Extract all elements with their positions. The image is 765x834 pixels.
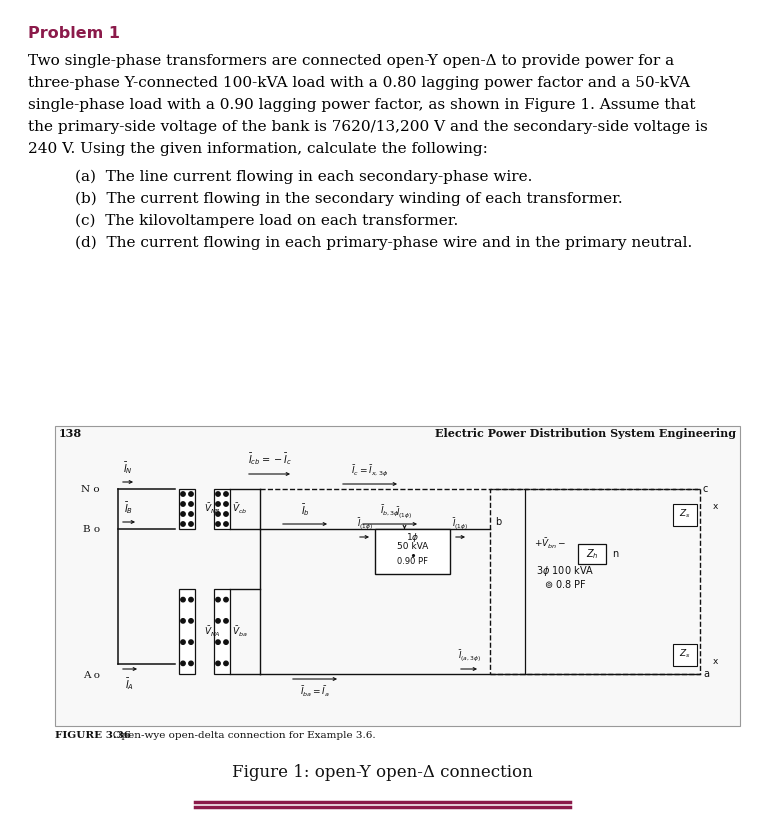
- Text: $\bar{V}_{NA}$: $\bar{V}_{NA}$: [204, 625, 221, 639]
- Circle shape: [189, 522, 194, 526]
- Text: $\bar{I}_{(1\phi)}$: $\bar{I}_{(1\phi)}$: [452, 516, 468, 531]
- Text: $\bar{V}_{NB}$: $\bar{V}_{NB}$: [204, 502, 221, 516]
- Circle shape: [216, 661, 220, 666]
- Text: Open-wye open-delta connection for Example 3.6.: Open-wye open-delta connection for Examp…: [103, 731, 376, 740]
- Bar: [673, 504, 697, 526]
- Text: 138: 138: [59, 428, 82, 439]
- Bar: [179, 489, 195, 529]
- Text: $1\phi$: $1\phi$: [405, 531, 419, 544]
- Circle shape: [224, 502, 228, 506]
- Circle shape: [189, 640, 194, 645]
- Text: (b)  The current flowing in the secondary winding of each transformer.: (b) The current flowing in the secondary…: [75, 192, 623, 206]
- Text: Two single-phase transformers are connected open-Y open-Δ to provide power for a: Two single-phase transformers are connec…: [28, 54, 674, 68]
- Text: x: x: [712, 501, 718, 510]
- Circle shape: [224, 597, 228, 602]
- Bar: [375, 529, 450, 574]
- Text: $\bar{I}_{(1\phi)}$: $\bar{I}_{(1\phi)}$: [357, 516, 373, 531]
- Bar: [214, 489, 230, 529]
- Text: A o: A o: [83, 671, 100, 681]
- Text: $\bar{I}_N$: $\bar{I}_N$: [123, 460, 133, 476]
- Bar: [55, 426, 740, 726]
- Circle shape: [189, 619, 194, 623]
- Text: $\bar{I}_{(1\phi)}$: $\bar{I}_{(1\phi)}$: [396, 505, 412, 520]
- Text: 50 kVA: 50 kVA: [397, 542, 428, 551]
- Text: $\bar{I}_{b,3\phi}$: $\bar{I}_{b,3\phi}$: [380, 503, 400, 518]
- Bar: [214, 589, 230, 674]
- Circle shape: [224, 640, 228, 645]
- Text: $Z_s$: $Z_s$: [679, 648, 691, 661]
- Bar: [179, 589, 195, 674]
- Circle shape: [189, 502, 194, 506]
- Bar: [490, 489, 700, 674]
- Text: $\bar{I}_{cb}=-\bar{I}_c$: $\bar{I}_{cb}=-\bar{I}_c$: [248, 451, 292, 467]
- Circle shape: [224, 522, 228, 526]
- Text: $+\bar{V}_{bn}-$: $+\bar{V}_{bn}-$: [534, 537, 566, 551]
- Text: n: n: [612, 549, 618, 559]
- Text: $\bar{I}_c=\bar{I}_{x,3\phi}$: $\bar{I}_c=\bar{I}_{x,3\phi}$: [351, 463, 389, 478]
- Circle shape: [181, 522, 185, 526]
- Text: (a)  The line current flowing in each secondary-phase wire.: (a) The line current flowing in each sec…: [75, 170, 532, 184]
- Text: a: a: [703, 669, 709, 679]
- Bar: [673, 644, 697, 666]
- Circle shape: [224, 512, 228, 516]
- Circle shape: [189, 492, 194, 496]
- Text: c: c: [703, 484, 708, 494]
- Circle shape: [224, 492, 228, 496]
- Circle shape: [181, 661, 185, 666]
- Circle shape: [216, 512, 220, 516]
- Text: $3\phi$ 100 kVA: $3\phi$ 100 kVA: [536, 565, 594, 579]
- Text: 0.90 PF: 0.90 PF: [397, 557, 428, 566]
- Text: Problem 1: Problem 1: [28, 26, 120, 41]
- Circle shape: [216, 640, 220, 645]
- Text: $\circledcirc$ 0.8 PF: $\circledcirc$ 0.8 PF: [544, 577, 586, 590]
- Text: $\bar{I}_B$: $\bar{I}_B$: [125, 500, 134, 516]
- Text: Figure 1: open-Y open-Δ connection: Figure 1: open-Y open-Δ connection: [232, 764, 532, 781]
- Circle shape: [216, 502, 220, 506]
- Circle shape: [189, 597, 194, 602]
- Text: $Z_h$: $Z_h$: [586, 547, 598, 561]
- Text: 240 V. Using the given information, calculate the following:: 240 V. Using the given information, calc…: [28, 142, 488, 156]
- Text: (d)  The current flowing in each primary-phase wire and in the primary neutral.: (d) The current flowing in each primary-…: [75, 236, 692, 250]
- Text: B o: B o: [83, 525, 100, 534]
- Text: single-phase load with a 0.90 lagging power factor, as shown in Figure 1. Assume: single-phase load with a 0.90 lagging po…: [28, 98, 695, 112]
- Circle shape: [189, 661, 194, 666]
- Text: $\bar{V}_{ba}$: $\bar{V}_{ba}$: [232, 625, 248, 639]
- Circle shape: [181, 619, 185, 623]
- Circle shape: [181, 512, 185, 516]
- Bar: [578, 544, 606, 564]
- Circle shape: [181, 640, 185, 645]
- Circle shape: [216, 522, 220, 526]
- Circle shape: [216, 619, 220, 623]
- Circle shape: [181, 492, 185, 496]
- Text: N o: N o: [81, 485, 100, 494]
- Circle shape: [224, 661, 228, 666]
- Text: x: x: [712, 657, 718, 666]
- Text: (c)  The kilovoltampere load on each transformer.: (c) The kilovoltampere load on each tran…: [75, 214, 458, 229]
- Text: b: b: [495, 517, 501, 527]
- Text: $Z_s$: $Z_s$: [679, 508, 691, 520]
- Circle shape: [216, 597, 220, 602]
- Circle shape: [181, 502, 185, 506]
- Circle shape: [224, 619, 228, 623]
- Text: the primary-side voltage of the bank is 7620/13,200 V and the secondary-side vol: the primary-side voltage of the bank is …: [28, 120, 708, 134]
- Text: $\bar{I}_b$: $\bar{I}_b$: [301, 502, 310, 518]
- Text: FIGURE 3.36: FIGURE 3.36: [55, 731, 131, 740]
- Text: $\bar{I}_A$: $\bar{I}_A$: [125, 676, 135, 692]
- Circle shape: [181, 597, 185, 602]
- Circle shape: [189, 512, 194, 516]
- Text: $\bar{V}_{cb}$: $\bar{V}_{cb}$: [232, 502, 247, 516]
- Text: Electric Power Distribution System Engineering: Electric Power Distribution System Engin…: [435, 428, 736, 439]
- Text: $\bar{I}_{ba}=\bar{I}_a$: $\bar{I}_{ba}=\bar{I}_a$: [300, 685, 330, 700]
- Text: three-phase Y-connected 100-kVA load with a 0.80 lagging power factor and a 50-k: three-phase Y-connected 100-kVA load wit…: [28, 76, 690, 90]
- Text: $\bullet$: $\bullet$: [409, 550, 416, 560]
- Text: $\bar{I}_{(a,3\phi)}$: $\bar{I}_{(a,3\phi)}$: [457, 648, 480, 663]
- Circle shape: [216, 492, 220, 496]
